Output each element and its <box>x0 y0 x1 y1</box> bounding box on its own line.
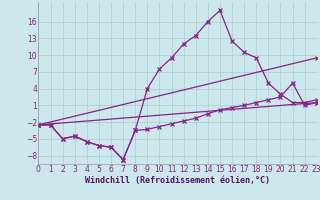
X-axis label: Windchill (Refroidissement éolien,°C): Windchill (Refroidissement éolien,°C) <box>85 176 270 185</box>
